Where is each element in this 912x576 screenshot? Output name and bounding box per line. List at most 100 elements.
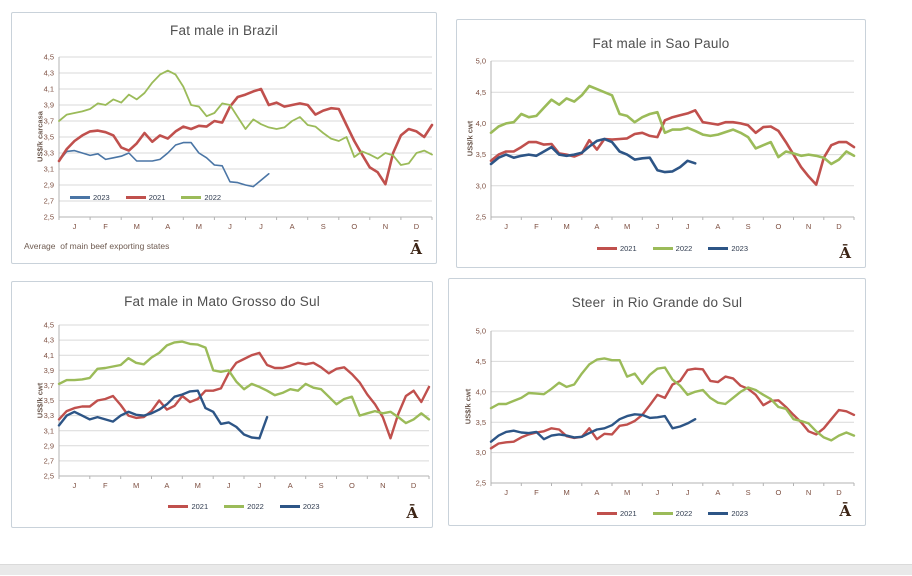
svg-text:D: D [411,481,417,490]
legend-swatch [708,247,729,250]
svg-text:J: J [73,481,77,490]
svg-text:3,7: 3,7 [44,381,54,390]
svg-text:J: J [686,488,690,497]
chart-panel-steer-rio-grande-do-sul: Steer in Rio Grande do Sul US$/k cwt 2,5… [448,278,866,526]
chart-panel-fat-male-brazil: Fat male in Brazil US$/k carcasa 2,5 2,7 2… [11,12,437,264]
svg-text:J: J [656,488,660,497]
svg-text:3,5: 3,5 [44,396,54,405]
svg-text:N: N [383,222,388,231]
svg-text:3,3: 3,3 [44,149,54,158]
legend-swatch [70,196,90,199]
svg-text:3,0: 3,0 [476,448,486,457]
svg-text:2,5: 2,5 [44,213,54,222]
legend-label: 2023 [731,509,749,518]
svg-text:3,5: 3,5 [476,150,486,159]
svg-text:S: S [319,481,324,490]
legend-swatch [596,247,617,250]
svg-text:J: J [259,222,263,231]
svg-text:N: N [380,481,385,490]
svg-text:3,5: 3,5 [476,418,486,427]
svg-text:S: S [746,222,751,231]
svg-text:2,5: 2,5 [476,479,486,488]
svg-text:N: N [806,488,811,497]
svg-text:D: D [836,222,842,231]
svg-text:J: J [686,222,690,231]
legend-swatch [168,505,189,508]
legend-swatch [224,505,245,508]
svg-text:2,9: 2,9 [44,441,54,450]
svg-text:3,0: 3,0 [476,181,486,190]
svg-text:3,3: 3,3 [44,411,54,420]
chart-panel-fat-male-sao-paulo: Fat male in Sao Paulo US$/k cwt 2,5 3,0 3,… [456,19,866,268]
chart-title: Fat male in Mato Grosso do Sul [124,294,320,309]
svg-text:F: F [103,222,108,231]
svg-text:2,5: 2,5 [44,472,54,481]
svg-text:4,5: 4,5 [44,53,54,62]
svg-text:D: D [836,488,842,497]
corner-glyph: Ā [410,240,422,258]
legend-item-2021: 2021 [596,509,637,518]
svg-text:F: F [534,222,539,231]
line-chart-sao-paulo: 2,5 3,0 3,5 4,0 4,5 5,0 J F M A M J J A S O N D [476,57,856,231]
svg-text:4,0: 4,0 [476,387,486,396]
corner-glyph: Ā [839,244,851,262]
svg-text:3,1: 3,1 [44,165,54,174]
svg-text:2,5: 2,5 [476,213,486,222]
legend-item-2023: 2023 [279,502,320,511]
legend-item-2021: 2021 [125,193,166,202]
svg-text:F: F [534,488,539,497]
svg-text:M: M [563,222,569,231]
chart-title: Fat male in Sao Paulo [592,36,730,51]
legend-swatch [652,512,673,515]
svg-text:S: S [321,222,326,231]
svg-text:4,5: 4,5 [476,357,486,366]
legend-label: 2022 [675,509,693,518]
svg-text:M: M [624,488,630,497]
chart-title: Fat male in Brazil [170,23,278,38]
legend-swatch [596,512,617,515]
svg-text:A: A [164,481,169,490]
corner-glyph: Ā [406,504,418,522]
svg-text:4,5: 4,5 [476,88,486,97]
svg-text:4,0: 4,0 [476,119,486,128]
svg-text:5,0: 5,0 [476,327,486,336]
svg-text:J: J [73,222,77,231]
legend-item-2022: 2022 [224,502,264,511]
svg-text:A: A [288,481,293,490]
svg-text:A: A [165,222,170,231]
chart-footnote: Average of main beef exporting states [24,241,170,251]
svg-text:M: M [195,481,201,490]
svg-text:M: M [624,222,630,231]
line-chart-mato-grosso-do-sul: 2,5 2,7 2,9 3,1 3,3 3,5 3,7 3,9 4,1 4,3 4,5 J F M A M J J… [44,321,431,490]
legend-swatch [181,196,202,199]
line-chart-rio-grande-do-sul: 2,5 3,0 3,5 4,0 4,5 5,0 J F M A M J J A S O N D [476,327,856,497]
legend-swatch [279,505,300,508]
chart-title: Steer in Rio Grande do Sul [571,295,743,310]
svg-text:3,5: 3,5 [44,133,54,142]
svg-text:O: O [775,222,781,231]
legend-item-2022: 2022 [181,193,221,202]
legend-item-2023: 2023 [708,244,748,253]
svg-text:4,3: 4,3 [44,336,54,345]
legend-swatch [652,247,673,250]
legend-item-2023: 2023 [70,193,110,202]
svg-text:J: J [227,481,231,490]
svg-text:J: J [504,222,508,231]
svg-text:4,5: 4,5 [44,321,54,330]
legend-item-2022: 2022 [652,244,692,253]
chart-panel-fat-male-mato-grosso-do-sul: Fat male in Mato Grosso do Sul US$/k cwt… [11,281,433,528]
legend-label: 2021 [619,244,637,253]
legend-label: 2023 [302,502,320,511]
svg-text:J: J [228,222,232,231]
svg-text:D: D [414,222,420,231]
svg-text:A: A [715,222,720,231]
legend-label: 2021 [148,193,166,202]
svg-text:2,7: 2,7 [44,457,54,466]
svg-text:M: M [196,222,202,231]
svg-text:3,9: 3,9 [44,366,54,375]
legend-label: 2022 [247,502,264,511]
line-chart-brazil: 2,5 2,7 2,9 3,1 3,3 3,5 3,7 3,9 4,1 4,3 4,5 J F M A M J J… [44,53,434,231]
svg-text:3,7: 3,7 [44,117,54,126]
legend-swatch [125,196,146,199]
